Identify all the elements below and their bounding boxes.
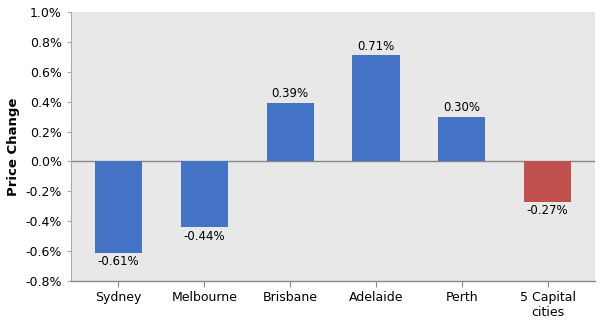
Bar [524,162,571,202]
Text: 0.39%: 0.39% [272,88,309,101]
Bar [438,117,485,162]
Text: 0.30%: 0.30% [443,101,480,114]
Bar [181,162,228,227]
Text: 0.71%: 0.71% [358,40,394,53]
Y-axis label: Price Change: Price Change [7,97,20,196]
Text: -0.44%: -0.44% [184,230,225,243]
Text: -0.27%: -0.27% [527,204,568,217]
Bar [95,162,142,253]
Bar [352,55,400,162]
Text: -0.61%: -0.61% [98,255,139,268]
Bar [267,103,314,162]
